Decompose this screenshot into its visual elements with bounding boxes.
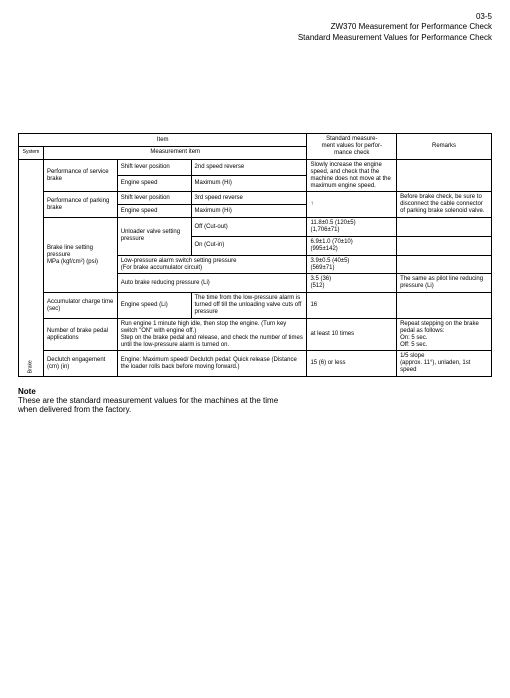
cell: Declutch engagement (cm) (in) [43, 351, 117, 377]
cell: 16 [307, 293, 397, 319]
cell: Run engine 1 minute high idle, then stop… [117, 318, 307, 351]
cell: 1/5 slope (approx. 11°), unladen, 1st sp… [397, 351, 492, 377]
cell: 15 (6) or less [307, 351, 397, 377]
cell: Off (Cut-out) [191, 218, 307, 237]
cell: Repeat stepping on the brake pedal as fo… [397, 318, 492, 351]
page-header: 03-5 ZW370 Measurement for Performance C… [18, 12, 492, 43]
table-row: Number of brake pedal applications Run e… [19, 318, 492, 351]
cell: Slowly increase the engine speed, and ch… [307, 159, 397, 192]
cell [397, 218, 492, 237]
cell: Auto brake reducing pressure (Li) [117, 274, 307, 293]
cell: Maximum (Hi) [191, 176, 307, 192]
cell [397, 293, 492, 319]
cell: 6.9±1.0 (70±10) (995±142) [307, 236, 397, 255]
th-standard: Standard measure- ment values for perfor… [307, 134, 397, 160]
note-section: Note These are the standard measurement … [18, 387, 492, 414]
th-item: Item [19, 134, 307, 147]
cell [397, 236, 492, 255]
cell: The same as pilot line reducing pressure… [397, 274, 492, 293]
table-row: Accumulator charge time (sec) Engine spe… [19, 293, 492, 319]
cell: 3.9±0.5 (40±5) (569±71) [307, 255, 397, 274]
cell: ↑ [307, 192, 397, 218]
cell: Shift lever position [117, 192, 191, 205]
cell: Shift lever position [117, 159, 191, 175]
cell: Engine speed [117, 205, 191, 218]
th-measurement-item: Measurement item [43, 147, 307, 160]
cell: Unloader valve setting pressure [117, 218, 191, 256]
cell: Before brake check, be sure to disconnec… [397, 192, 492, 218]
cell [397, 255, 492, 274]
cell: at least 10 times [307, 318, 397, 351]
page-number: 03-5 [18, 12, 492, 22]
cell: Performance of service brake [43, 159, 117, 192]
cell: 3rd speed reverse [191, 192, 307, 205]
th-remarks: Remarks [397, 134, 492, 160]
cell: Number of brake pedal applications [43, 318, 117, 351]
cell: Engine speed (Li) [117, 293, 191, 319]
page: 03-5 ZW370 Measurement for Performance C… [0, 0, 510, 426]
header-title-1: ZW370 Measurement for Performance Check [18, 22, 492, 32]
cell: Performance of parking brake [43, 192, 117, 218]
table-header-row: Item Standard measure- ment values for p… [19, 134, 492, 147]
measurement-table: Item Standard measure- ment values for p… [18, 133, 492, 377]
cell: Brake line setting pressure MPa (kgf/cm²… [43, 218, 117, 293]
table-row: Performance of parking brake Shift lever… [19, 192, 492, 205]
header-title-2: Standard Measurement Values for Performa… [18, 33, 492, 43]
note-body: These are the standard measurement value… [18, 396, 288, 414]
cell: The time from the low-pressure alarm is … [191, 293, 307, 319]
cell: Engine speed [117, 176, 191, 192]
cell: 3.5 (36) (512) [307, 274, 397, 293]
table-row: Declutch engagement (cm) (in) Engine: Ma… [19, 351, 492, 377]
cell: 2nd speed reverse [191, 159, 307, 175]
cell: Maximum (Hi) [191, 205, 307, 218]
cell: On (Cut-in) [191, 236, 307, 255]
cell [397, 159, 492, 192]
system-label: Brake [19, 159, 44, 376]
cell: 11.8±0.5 (120±5) (1,706±71) [307, 218, 397, 237]
table-row: Brake Performance of service brake Shift… [19, 159, 492, 175]
note-title: Note [18, 387, 492, 396]
cell: Low-pressure alarm switch setting pressu… [117, 255, 307, 274]
table-row: Brake line setting pressure MPa (kgf/cm²… [19, 218, 492, 237]
cell: Engine: Maximum speed/ Declutch pedal: Q… [117, 351, 307, 377]
cell: Accumulator charge time (sec) [43, 293, 117, 319]
th-system: System [19, 147, 44, 160]
